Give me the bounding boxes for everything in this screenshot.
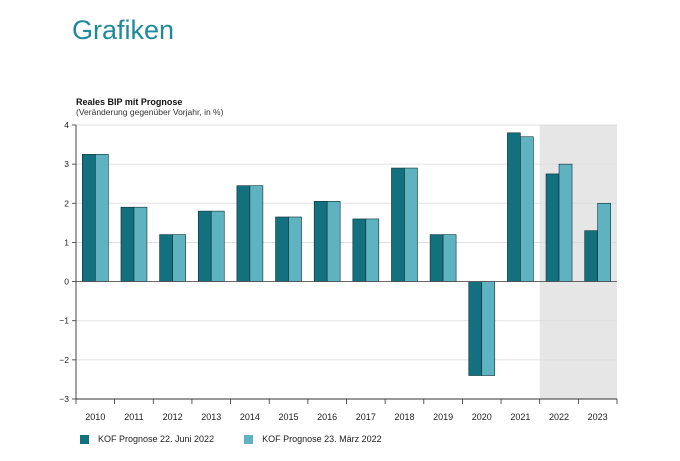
x-tick-label: 2014 [240, 412, 260, 422]
bar-2013-series-1 [197, 210, 212, 282]
y-tick-label: 1 [64, 237, 69, 247]
bar-2021-series-2 [520, 136, 534, 282]
page-heading: Grafiken [72, 15, 175, 45]
tick-labels-group: 4 3 2 1 0 −1 −2 −3 2010 2011 2012 2013 2014 2015 2016 2… [59, 120, 607, 422]
x-tick-label: 2010 [85, 412, 105, 422]
bar-2023-series-1 [584, 230, 598, 282]
bar-2017-series-2 [365, 218, 380, 282]
bar-2022-series-2 [558, 163, 573, 282]
legend-label-series-1: KOF Prognose 22. Juni 2022 [98, 434, 215, 444]
x-tick-label: 2011 [124, 412, 143, 422]
y-tick-label: −2 [59, 355, 69, 365]
bar-2013-series-2 [210, 210, 225, 282]
x-tick-label: 2022 [549, 412, 569, 422]
legend: KOF Prognose 22. Juni 2022 KOF Prognose … [80, 434, 412, 444]
legend-swatch-series-2 [244, 434, 254, 444]
x-tick-label: 2021 [510, 412, 530, 422]
chart-title: Reales BIP mit Prognose [76, 97, 183, 107]
bar-2016-series-2 [326, 201, 341, 282]
y-tick-label: 0 [64, 277, 69, 287]
x-tick-label: 2012 [163, 412, 183, 422]
bar-2023-series-2 [597, 202, 611, 282]
bars-group [82, 132, 611, 376]
bar-2020-series-2 [481, 281, 496, 376]
x-tick-label: 2015 [279, 412, 299, 422]
bar-2010-series-1 [82, 154, 96, 282]
bar-2014-series-1 [236, 185, 251, 282]
bar-2019-series-1 [429, 234, 444, 282]
x-tick-label: 2018 [394, 412, 414, 422]
x-tick-label: 2020 [472, 412, 492, 422]
legend-item-series-1: KOF Prognose 22. Juni 2022 [80, 434, 214, 444]
gridlines-group [76, 124, 617, 361]
x-tick-label: 2013 [201, 412, 221, 422]
bar-2012-series-1 [159, 234, 173, 282]
bar-2018-series-2 [404, 167, 418, 282]
y-tick-label: 4 [64, 120, 69, 130]
bar-2015-series-1 [275, 216, 289, 282]
legend-swatch-series-1 [80, 434, 89, 444]
x-tick-label: 2016 [317, 412, 337, 422]
bar-2018-series-1 [391, 167, 405, 282]
bar-2021-series-1 [507, 132, 521, 282]
y-tick-label: 2 [64, 198, 69, 208]
x-tick-label: 2019 [433, 412, 453, 422]
legend-label-series-2: KOF Prognose 23. März 2022 [262, 434, 382, 444]
bar-2019-series-2 [442, 234, 457, 282]
y-tick-label: −3 [59, 394, 69, 404]
chart-subtitle: (Veränderung gegenüber Vorjahr, in %) [76, 107, 224, 117]
bar-2022-series-1 [545, 173, 560, 282]
legend-item-series-2: KOF Prognose 23. März 2022 [244, 434, 382, 444]
bar-2010-series-2 [95, 154, 109, 282]
bar-2014-series-2 [249, 185, 264, 282]
bar-2012-series-2 [172, 234, 186, 282]
bar-2011-series-2 [133, 206, 148, 282]
bar-2016-series-1 [313, 201, 328, 282]
bar-2011-series-1 [120, 206, 135, 282]
y-tick-label: 3 [64, 159, 69, 169]
x-tick-label: 2023 [588, 412, 608, 422]
y-tick-label: −1 [59, 316, 69, 326]
x-tick-label: 2017 [356, 412, 376, 422]
bar-2017-series-1 [352, 218, 367, 282]
bar-2020-series-1 [468, 281, 483, 376]
axes-group [72, 124, 618, 404]
bar-2015-series-2 [288, 216, 302, 282]
